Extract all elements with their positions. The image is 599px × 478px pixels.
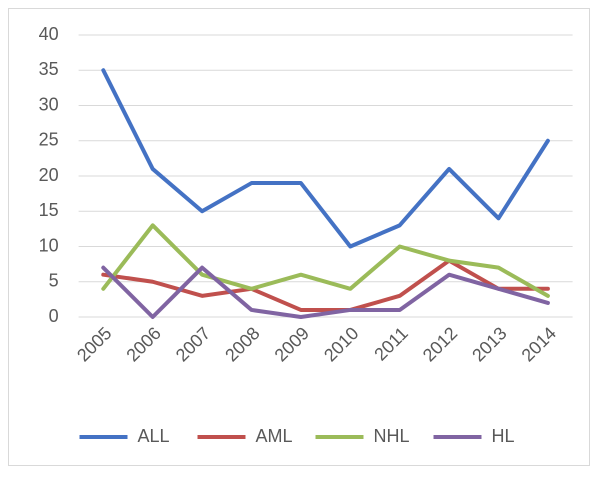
series-line <box>101 265 550 319</box>
y-tick-label: 15 <box>39 200 59 220</box>
y-tick-label: 25 <box>39 130 59 150</box>
legend-label: NHL <box>374 426 410 446</box>
series-line <box>101 68 550 249</box>
y-tick-label: 40 <box>39 24 59 44</box>
y-tick-label: 20 <box>39 165 59 185</box>
y-tick-label: 5 <box>49 271 59 291</box>
y-tick-label: 0 <box>49 306 59 326</box>
series-line <box>101 223 550 298</box>
legend-label: HL <box>492 426 515 446</box>
legend-label: AML <box>256 426 293 446</box>
legend-label: ALL <box>138 426 170 446</box>
y-tick-label: 10 <box>39 235 59 255</box>
y-tick-label: 30 <box>39 94 59 114</box>
series-line <box>101 258 550 312</box>
y-tick-label: 35 <box>39 59 59 79</box>
chart-border <box>8 8 590 466</box>
